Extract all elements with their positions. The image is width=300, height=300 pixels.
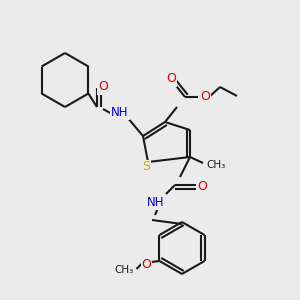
Text: O: O — [142, 259, 152, 272]
Text: O: O — [98, 80, 108, 94]
Text: CH₃: CH₃ — [115, 265, 134, 275]
Text: O: O — [166, 73, 176, 85]
Text: O: O — [197, 179, 207, 193]
Text: O: O — [200, 89, 210, 103]
Text: NH: NH — [147, 196, 165, 209]
Text: CH₃: CH₃ — [206, 160, 226, 170]
Text: NH: NH — [111, 106, 129, 119]
Text: S: S — [142, 160, 150, 173]
